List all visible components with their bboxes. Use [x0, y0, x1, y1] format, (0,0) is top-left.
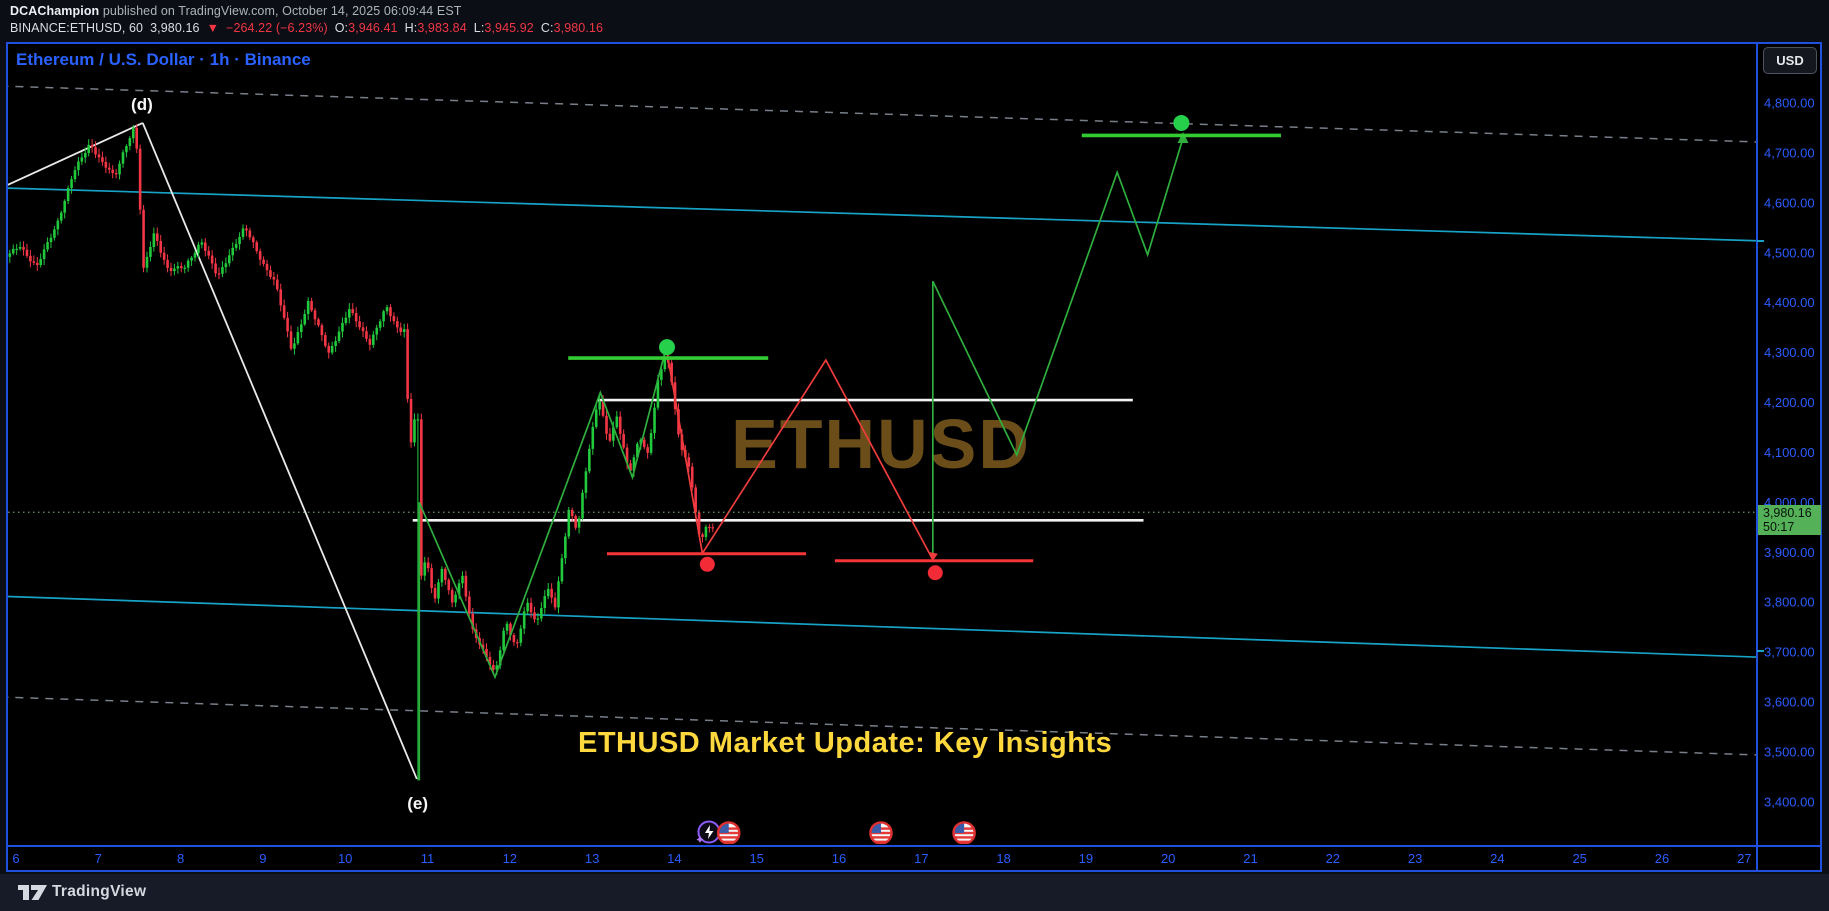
currency-toggle-button[interactable]: USD [1763, 47, 1817, 74]
chart-frame [6, 42, 1822, 872]
open-value: 3,946.41 [348, 21, 398, 35]
publish-header: DCAChampion published on TradingView.com… [0, 0, 1829, 42]
footer-bar: TradingView [0, 874, 1829, 911]
publish-byline: DCAChampion published on TradingView.com… [10, 4, 462, 18]
high-value: 3,983.84 [417, 21, 467, 35]
low-label: L: [473, 21, 485, 35]
chart-legend-title[interactable]: Ethereum / U.S. Dollar · 1h · Binance [16, 50, 311, 69]
symbol-quote-line: BINANCE:ETHUSD, 60 3,980.16 ▼ −264.22 (−6.2… [10, 21, 603, 35]
high-label: H: [404, 21, 418, 35]
time-axis-separator [6, 845, 1822, 847]
symbol-name: BINANCE:ETHUSD, 60 [10, 21, 144, 35]
tradingview-brand-text[interactable]: TradingView [52, 883, 147, 900]
publish-info: published on TradingView.com, October 14… [99, 4, 462, 18]
close-value: 3,980.16 [553, 21, 604, 35]
low-value: 3,945.92 [484, 21, 534, 35]
current-price-value: 3,980.16 [1763, 506, 1812, 520]
last-price: 3,980.16 [150, 21, 200, 35]
open-label: O: [334, 21, 349, 35]
price-change: −264.22 (−6.23%) [226, 21, 328, 35]
author-name: DCAChampion [10, 4, 100, 18]
down-arrow-icon: ▼ [206, 21, 220, 35]
current-price-flag: 3,980.16 50:17 [1758, 505, 1821, 535]
bar-countdown: 50:17 [1763, 520, 1795, 534]
close-label: C: [540, 21, 554, 35]
price-axis-separator [1756, 42, 1758, 872]
